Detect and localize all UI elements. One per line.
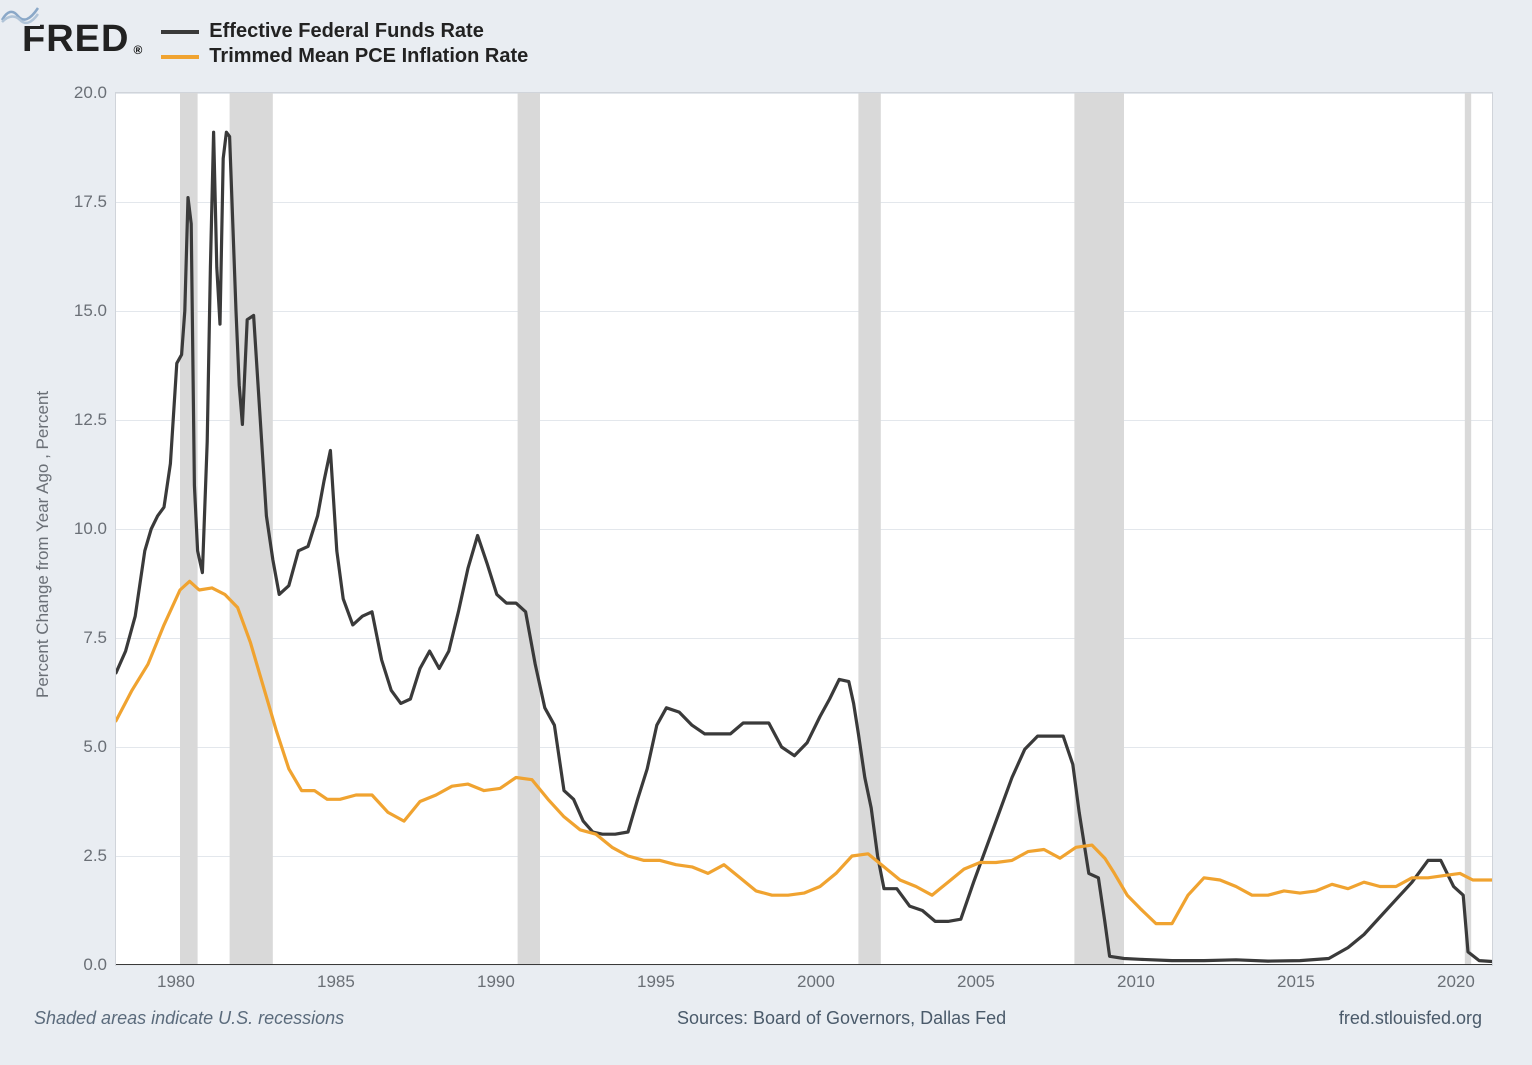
legend-item-0: Effective Federal Funds Rate <box>161 20 528 43</box>
plot-area <box>115 92 1493 966</box>
series-trimmed_pce <box>116 581 1492 923</box>
series-fedfunds <box>116 132 1492 961</box>
ytick-label: 17.5 <box>74 192 107 212</box>
recession-band <box>858 93 880 965</box>
y-axis-label: Percent Change from Year Ago , Percent <box>33 391 53 698</box>
legend-label-0: Effective Federal Funds Rate <box>209 20 484 43</box>
ytick-label: 12.5 <box>74 410 107 430</box>
footer-source: Sources: Board of Governors, Dallas Fed <box>677 1008 1006 1029</box>
xtick-label: 1990 <box>477 972 515 992</box>
recession-band <box>518 93 540 965</box>
ytick-label: 2.5 <box>83 846 107 866</box>
xtick-label: 2015 <box>1277 972 1315 992</box>
xtick-label: 1995 <box>637 972 675 992</box>
xtick-label: 1980 <box>157 972 195 992</box>
legend-item-1: Trimmed Mean PCE Inflation Rate <box>161 45 528 68</box>
ytick-label: 7.5 <box>83 628 107 648</box>
chart-header: FRED® Effective Federal Funds Rate Trimm… <box>22 18 1510 68</box>
footer-recession-note: Shaded areas indicate U.S. recessions <box>34 1008 344 1029</box>
ytick-label: 20.0 <box>74 83 107 103</box>
xtick-label: 1985 <box>317 972 355 992</box>
fred-logo: FRED® <box>22 18 147 61</box>
recession-band <box>230 93 273 965</box>
chart-footer: Shaded areas indicate U.S. recessions So… <box>0 1008 1532 1029</box>
xtick-label: 2000 <box>797 972 835 992</box>
ytick-label: 15.0 <box>74 301 107 321</box>
xtick-label: 2005 <box>957 972 995 992</box>
ytick-label: 0.0 <box>83 955 107 975</box>
chart-container: FRED® Effective Federal Funds Rate Trimm… <box>0 0 1532 1065</box>
xtick-label: 2020 <box>1437 972 1475 992</box>
ytick-label: 10.0 <box>74 519 107 539</box>
gridline-y <box>116 965 1492 966</box>
legend-swatch-0 <box>161 30 199 34</box>
legend-label-1: Trimmed Mean PCE Inflation Rate <box>209 45 528 68</box>
fred-wave-icon <box>0 0 40 26</box>
footer-link: fred.stlouisfed.org <box>1339 1008 1482 1029</box>
fred-logo-dot: ® <box>133 43 143 57</box>
plot-svg <box>116 93 1492 965</box>
ytick-label: 5.0 <box>83 737 107 757</box>
legend: Effective Federal Funds Rate Trimmed Mea… <box>161 20 528 68</box>
legend-swatch-1 <box>161 55 199 59</box>
xtick-label: 2010 <box>1117 972 1155 992</box>
recession-band <box>1465 93 1471 965</box>
